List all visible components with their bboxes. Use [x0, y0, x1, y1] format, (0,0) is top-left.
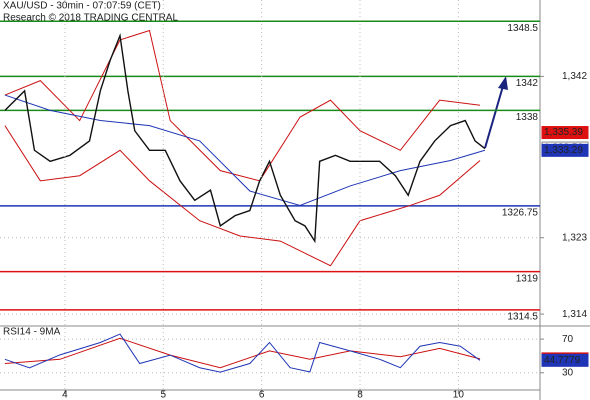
price-label: 1,333.29	[544, 145, 583, 156]
price-label-box	[541, 143, 589, 157]
price-label: 1,335.39	[544, 127, 583, 138]
x-tick-label: 6	[259, 390, 265, 400]
series-line	[4, 94, 486, 206]
x-tick-label: 4	[62, 390, 68, 400]
y-tick-label: 1,323	[562, 232, 587, 243]
y-tick-label: 30	[562, 367, 574, 378]
y-tick-label: 1,342	[562, 71, 587, 82]
chart-title: XAU/USD - 30min - 07:07:59 (CET)	[3, 1, 161, 12]
chart-subtitle: Research © 2018 TRADING CENTRAL	[3, 13, 178, 24]
x-tick-label: 5	[160, 390, 166, 400]
forecast-arrowhead	[498, 76, 508, 90]
level-label: 1348.5	[507, 23, 538, 34]
level-label: 1314.5	[507, 312, 538, 323]
panel-title: RSI14 - 9MA	[3, 327, 61, 338]
price-label-box	[541, 353, 589, 367]
level-label: 1326.75	[502, 208, 539, 219]
price-label: 44.7779	[544, 355, 581, 366]
level-label: 1319	[516, 273, 539, 284]
price-label-box	[541, 126, 589, 140]
x-tick-label: 10	[453, 390, 465, 400]
forecast-arrow	[484, 85, 504, 149]
series-line	[4, 333, 481, 373]
series-line	[4, 125, 481, 267]
level-label: 1342	[516, 78, 539, 89]
series-line	[4, 32, 486, 244]
series-line	[4, 29, 481, 182]
y-tick-label: 1,314	[562, 309, 587, 320]
x-tick-label: 8	[357, 390, 363, 400]
level-label: 1338	[516, 112, 539, 123]
y-tick-label: 70	[562, 334, 574, 345]
